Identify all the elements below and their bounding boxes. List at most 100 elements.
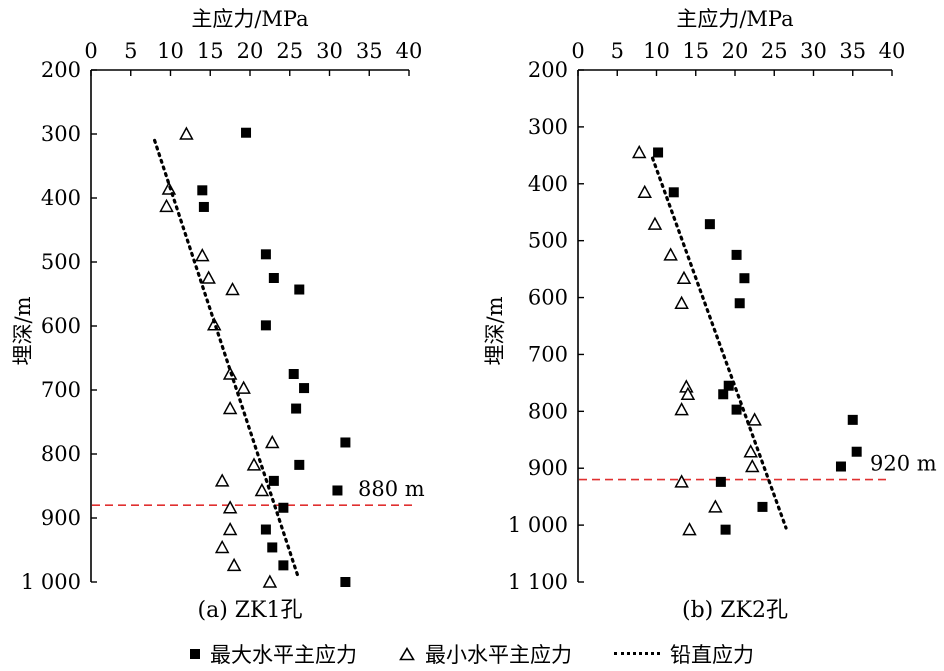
- min-stress-point: [708, 499, 723, 513]
- max-stress-point: [718, 389, 729, 400]
- max-stress-point: [260, 524, 271, 535]
- x-tick-label: 40: [396, 39, 423, 63]
- x-tick-label: 40: [879, 39, 906, 63]
- min-stress-point: [663, 247, 678, 261]
- x-tick-label: 30: [800, 39, 827, 63]
- x-tick-label: 5: [611, 39, 624, 63]
- min-stress-point: [262, 574, 278, 588]
- min-stress-point: [222, 500, 238, 514]
- max-stress-point: [198, 201, 209, 212]
- y-tick-label: 400: [528, 172, 568, 196]
- min-stress-point: [637, 184, 652, 199]
- y-tick-label: 500: [41, 250, 81, 274]
- max-stress-point: [715, 476, 726, 487]
- y-tick-label: 700: [41, 378, 81, 402]
- x-tick-label: 25: [276, 39, 303, 63]
- min-stress-point: [195, 248, 210, 262]
- max-stress-point: [267, 542, 278, 553]
- x-tick-label: 30: [316, 39, 343, 63]
- y-tick-label: 400: [41, 186, 81, 210]
- max-stress-point: [332, 485, 343, 496]
- y-axis-title: 埋深/m: [11, 296, 35, 365]
- chart-panel-zk2: 0 5 10 15 20 25 30 35 40 200 300 400 500 600 700 800 900…: [483, 7, 937, 623]
- min-stress-point: [246, 457, 262, 471]
- min-stress-point: [647, 216, 663, 230]
- y-tick-label: 900: [528, 456, 568, 480]
- max-stress-point: [704, 219, 715, 230]
- max-stress-point: [847, 414, 858, 425]
- max-stress-point: [291, 403, 302, 414]
- y-tick-label: 600: [41, 314, 81, 338]
- min-stress-point: [225, 281, 240, 296]
- max-stress-point: [723, 380, 734, 391]
- y-tick-label: 200: [41, 58, 81, 82]
- min-stress-point: [222, 521, 238, 536]
- max-stress-point: [720, 524, 731, 535]
- y-tick-label: 1 000: [21, 570, 81, 594]
- max-stress-point: [288, 369, 299, 379]
- min-stress-point: [674, 474, 689, 488]
- min-stress-point: [201, 270, 216, 284]
- reference-line-label: 920 m: [870, 452, 937, 476]
- max-stress-point: [739, 273, 750, 284]
- max-stress-point: [197, 185, 208, 196]
- x-tick-label: 15: [682, 39, 709, 63]
- y-tick-label: 800: [528, 399, 568, 423]
- min-stress-point: [264, 434, 280, 449]
- max-stress-point: [260, 249, 271, 260]
- max-stress-point: [668, 187, 679, 198]
- min-stress-point: [236, 380, 251, 394]
- min-stress-point: [226, 557, 242, 572]
- y-tick-label: 300: [41, 122, 81, 146]
- max-stress-point: [278, 560, 289, 571]
- max-stress-point: [241, 127, 252, 138]
- legend-dotted-line: [614, 652, 660, 655]
- vertical-stress-line: [650, 156, 788, 530]
- x-tick-label: 0: [84, 39, 97, 63]
- max-stress-point: [653, 147, 664, 158]
- legend-item-vertical: 铅直应力: [614, 639, 754, 669]
- y-tick-label: 300: [528, 115, 568, 139]
- x-axis-title: 主应力/MPa: [191, 7, 308, 31]
- min-stress-point: [254, 482, 270, 497]
- min-stress-point: [680, 386, 696, 401]
- x-tick-label: 5: [124, 39, 137, 63]
- min-stress-point: [631, 144, 647, 159]
- panel-label: (b) ZK2孔: [682, 598, 788, 623]
- x-tick-label: 25: [761, 39, 788, 63]
- x-tick-label: 20: [237, 39, 264, 63]
- max-stress-point: [260, 320, 271, 331]
- max-stress-point: [731, 249, 742, 260]
- y-tick-label: 200: [528, 58, 568, 82]
- legend-item-max-horizontal: 最大水平主应力: [190, 639, 357, 669]
- legend-square-marker: [190, 648, 200, 659]
- min-stress-point: [747, 412, 762, 426]
- max-stress-point: [731, 404, 742, 415]
- min-stress-point: [674, 295, 689, 309]
- y-tick-label: 600: [528, 286, 568, 310]
- y-tick-label: 500: [528, 229, 568, 253]
- min-stress-point: [674, 402, 689, 416]
- chart-legend: 最大水平主应力 最小水平主应力 铅直应力: [0, 636, 944, 671]
- max-stress-point: [340, 577, 351, 587]
- max-stress-point: [835, 461, 846, 472]
- y-tick-label: 1 100: [508, 570, 568, 594]
- max-stress-point: [734, 298, 745, 309]
- max-stress-point: [268, 273, 279, 283]
- max-stress-point: [757, 501, 768, 512]
- max-stress-point: [851, 446, 862, 457]
- min-stress-point: [745, 458, 760, 473]
- min-stress-point: [682, 522, 697, 536]
- y-tick-label: 1 000: [508, 513, 568, 537]
- x-tick-label: 10: [157, 39, 184, 63]
- reference-line-label: 880 m: [358, 477, 425, 501]
- vertical-stress-line: [153, 138, 300, 578]
- max-stress-point: [294, 284, 305, 295]
- x-tick-label: 15: [197, 39, 224, 63]
- y-tick-label: 700: [528, 342, 568, 366]
- min-stress-point: [676, 270, 692, 284]
- chart-panel-zk1: 0 5 10 15 20 25 30 35 40 200 300 400 500 600 700 800 900…: [11, 7, 425, 623]
- min-stress-point: [214, 473, 230, 487]
- max-stress-point: [278, 502, 289, 513]
